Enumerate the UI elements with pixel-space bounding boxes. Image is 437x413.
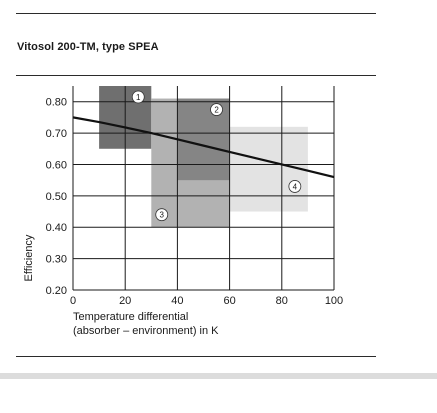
region-label-2: 2 [214, 106, 219, 115]
collector-regions [99, 86, 308, 228]
x-tick-label: 40 [171, 295, 183, 307]
region-label-4: 4 [293, 182, 298, 191]
y-tick-label: 0.20 [46, 285, 67, 297]
x-tick-label: 20 [119, 295, 131, 307]
region-label-1: 1 [136, 93, 141, 102]
x-axis-label-line-2: (absorber – environment) in K [73, 325, 219, 337]
region-label-circle-4 [288, 180, 302, 193]
footer-band [0, 373, 437, 379]
x-tick-label: 0 [70, 295, 76, 307]
y-tick-label: 0.50 [46, 191, 67, 203]
efficiency-curve [72, 116, 335, 179]
y-tick-label: 0.30 [46, 254, 67, 266]
y-tick-label: 0.70 [46, 128, 67, 140]
top-rule [16, 13, 376, 14]
chart-title: Vitosol 200-TM, type SPEA [17, 41, 159, 53]
axes [72, 86, 334, 291]
x-tick-label: 80 [276, 295, 288, 307]
region-label-circle-2 [210, 103, 223, 116]
x-tick-label: 100 [325, 295, 343, 307]
y-tick-label: 0.60 [46, 159, 67, 171]
region-4 [229, 126, 308, 212]
x-axis-label-line-1: Temperature differential [73, 311, 188, 323]
region-label-circle-3 [155, 208, 169, 222]
x-tick-label: 60 [223, 295, 235, 307]
tick-labels: 0 20 40 60 80 100 0.20 0.30 0.40 0.50 0.60 0.70 0.80 [46, 97, 344, 307]
bottom-rule [16, 356, 376, 357]
y-axis-label: Efficiency [23, 234, 35, 281]
region-label-markers: 1 2 3 4 [131, 90, 302, 222]
y-tick-label: 0.40 [46, 222, 67, 234]
region-label-3: 3 [160, 211, 165, 220]
title-divider [16, 75, 376, 76]
efficiency-curve-layer [72, 116, 335, 179]
y-tick-label: 0.80 [46, 97, 67, 109]
region-label-circle-1 [131, 90, 145, 104]
